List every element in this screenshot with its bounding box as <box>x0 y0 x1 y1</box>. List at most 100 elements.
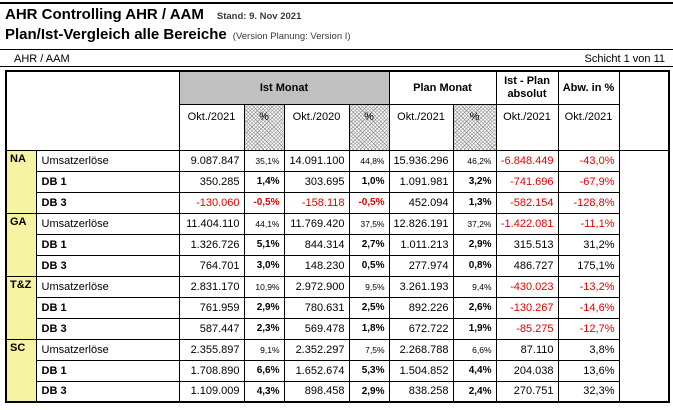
cell-ist-okt2020-pct: 5,3% <box>348 359 390 382</box>
column-group-plan-monat: Plan Monat <box>388 70 497 105</box>
cell-plan-okt2021-pct: 2,4% <box>452 380 497 403</box>
cell-plan-okt2021: 452.094 <box>388 191 454 214</box>
group-label: T&Z <box>5 275 37 340</box>
cell-plan-okt2021: 12.826.191 <box>388 212 454 235</box>
cell-plan-okt2021: 892.226 <box>388 296 454 319</box>
cell-ist-okt2020: 11.769.420 <box>283 212 350 235</box>
table-row: DB 3 1.109.009 4,3% 898.458 2,9% 838.258 2,4% 2… <box>6 380 669 403</box>
cell-plan-okt2021-pct: 2,6% <box>452 296 497 319</box>
cell-ist-okt2020-pct: 2,9% <box>348 380 390 403</box>
cell-abw-in-pct: -13,2% <box>557 275 620 298</box>
cell-ist-okt2020: 2.352.297 <box>283 338 350 361</box>
cell-plan-okt2021-pct: 3,2% <box>452 170 497 193</box>
subheader-ist-okt2021-pct: % <box>243 103 285 151</box>
table-row: DB 1 1.326.726 5,1% 844.314 2,7% 1.011.213 2,9… <box>6 233 669 256</box>
row-label: Umsatzerlöse <box>35 212 180 235</box>
cell-ist-okt2021-pct: 44,1% <box>243 212 285 235</box>
cell-ist-okt2020: 14.091.100 <box>283 149 350 172</box>
subheader-plan-okt2021: Okt./2021 <box>388 103 454 151</box>
report-subtitle-row: Plan/Ist-Vergleich alle Bereiche (Versio… <box>5 26 667 46</box>
cell-plan-okt2021: 1.504.852 <box>388 359 454 382</box>
column-group-abw-in-pct: Abw. in % <box>557 70 620 105</box>
cell-plan-okt2021-pct: 46,2% <box>452 149 497 172</box>
row-label: Umsatzerlöse <box>35 338 180 361</box>
cell-abw-in-pct: -14,6% <box>557 296 620 319</box>
table-row: DB 1 350.285 1,4% 303.695 1,0% 1.091.981 3,2% -… <box>6 170 669 193</box>
cell-ist-plan-absolut: -741.696 <box>495 170 559 193</box>
cell-ist-okt2021: 761.959 <box>178 296 245 319</box>
cell-ist-okt2021: 2.355.897 <box>178 338 245 361</box>
row-label: DB 3 <box>35 191 180 214</box>
group-label: NA <box>5 149 37 214</box>
cell-ist-okt2020: 148.230 <box>283 254 350 277</box>
subheader-ist-okt2021: Okt./2021 <box>178 103 245 151</box>
cell-ist-plan-absolut: -85.275 <box>495 317 559 340</box>
report-header: AHR Controlling AHR / AAM Stand: 9. Nov … <box>0 2 673 50</box>
cell-plan-okt2021-pct: 6,6% <box>452 338 497 361</box>
cell-ist-okt2021-pct: 2,9% <box>243 296 285 319</box>
cell-ist-okt2021: 764.701 <box>178 254 245 277</box>
cell-ist-okt2020-pct: 0,5% <box>348 254 390 277</box>
column-group-ist-plan-absolut: Ist - Plan absolut <box>495 70 559 105</box>
subheader-ist-okt2020-pct: % <box>348 103 390 151</box>
version-note: (Version Planung: Version I) <box>232 31 351 42</box>
subheader-plan-okt2021-pct: % <box>452 103 497 151</box>
cell-abw-in-pct: 13,6% <box>557 359 620 382</box>
cell-ist-okt2021-pct: -0,5% <box>243 191 285 214</box>
cell-ist-okt2020: 303.695 <box>283 170 350 193</box>
cell-ist-okt2021-pct: 1,4% <box>243 170 285 193</box>
cell-plan-okt2021: 672.722 <box>388 317 454 340</box>
table-row: DB 3 587.447 2,3% 569.478 1,8% 672.722 1,9% -85… <box>6 317 669 340</box>
cell-plan-okt2021: 277.974 <box>388 254 454 277</box>
table-row: DB 1 761.959 2,9% 780.631 2,5% 892.226 2,6% -13… <box>6 296 669 319</box>
cell-ist-okt2020: 2.972.900 <box>283 275 350 298</box>
table-body: NA Umsatzerlöse 9.087.847 35,1% 14.091.100 44… <box>5 149 669 403</box>
cell-ist-okt2021-pct: 4,3% <box>243 380 285 403</box>
cell-plan-okt2021: 1.011.213 <box>388 233 454 256</box>
scope-label: AHR / AAM <box>14 52 70 65</box>
cell-ist-okt2021: 2.831.170 <box>178 275 245 298</box>
cell-plan-okt2021-pct: 4,4% <box>452 359 497 382</box>
cell-ist-plan-absolut: 204.038 <box>495 359 559 382</box>
cell-ist-okt2020: 780.631 <box>283 296 350 319</box>
header-spacer-cell <box>5 70 180 151</box>
cell-ist-plan-absolut: 270.751 <box>495 380 559 403</box>
subheader-istplan-okt2021: Okt./2021 <box>495 103 559 151</box>
row-label: DB 3 <box>35 380 180 403</box>
table-row: DB 3 764.701 3,0% 148.230 0,5% 277.974 0,8% 486… <box>6 254 669 277</box>
row-label: DB 1 <box>35 296 180 319</box>
cell-ist-plan-absolut: -1.422.081 <box>495 212 559 235</box>
cell-ist-plan-absolut: -6.848.449 <box>495 149 559 172</box>
table-row: NA Umsatzerlöse 9.087.847 35,1% 14.091.100 44… <box>5 149 669 214</box>
cell-abw-in-pct: 32,3% <box>557 380 620 403</box>
row-label: DB 1 <box>35 359 180 382</box>
cell-plan-okt2021: 3.261.193 <box>388 275 454 298</box>
cell-abw-in-pct: -11,1% <box>557 212 620 235</box>
cell-abw-in-pct: -128,8% <box>557 191 620 214</box>
group-label: GA <box>5 212 37 277</box>
report-title: AHR Controlling AHR / AAM <box>5 6 204 23</box>
cell-ist-okt2021-pct: 3,0% <box>243 254 285 277</box>
cell-ist-okt2020: 569.478 <box>283 317 350 340</box>
cell-ist-okt2021-pct: 10,9% <box>243 275 285 298</box>
cell-plan-okt2021: 838.258 <box>388 380 454 403</box>
cell-abw-in-pct: -12,7% <box>557 317 620 340</box>
cell-ist-plan-absolut: -582.154 <box>495 191 559 214</box>
cell-ist-okt2021-pct: 9,1% <box>243 338 285 361</box>
cell-ist-okt2021-pct: 35,1% <box>243 149 285 172</box>
row-label: DB 3 <box>35 254 180 277</box>
cell-ist-okt2020: 1.652.674 <box>283 359 350 382</box>
row-label: DB 3 <box>35 317 180 340</box>
cell-ist-okt2021: 1.708.890 <box>178 359 245 382</box>
cell-ist-okt2020-pct: 1,0% <box>348 170 390 193</box>
cell-ist-okt2021: 1.326.726 <box>178 233 245 256</box>
cell-ist-okt2020-pct: 44,8% <box>348 149 390 172</box>
cell-ist-plan-absolut: -130.267 <box>495 296 559 319</box>
cell-plan-okt2021-pct: 1,9% <box>452 317 497 340</box>
row-label: Umsatzerlöse <box>35 149 180 172</box>
cell-ist-okt2021: 1.109.009 <box>178 380 245 403</box>
cell-ist-okt2021: 9.087.847 <box>178 149 245 172</box>
cell-ist-okt2020-pct: 1,8% <box>348 317 390 340</box>
cell-ist-okt2020: 844.314 <box>283 233 350 256</box>
subheader-abw-okt2021: Okt./2021 <box>557 103 620 151</box>
